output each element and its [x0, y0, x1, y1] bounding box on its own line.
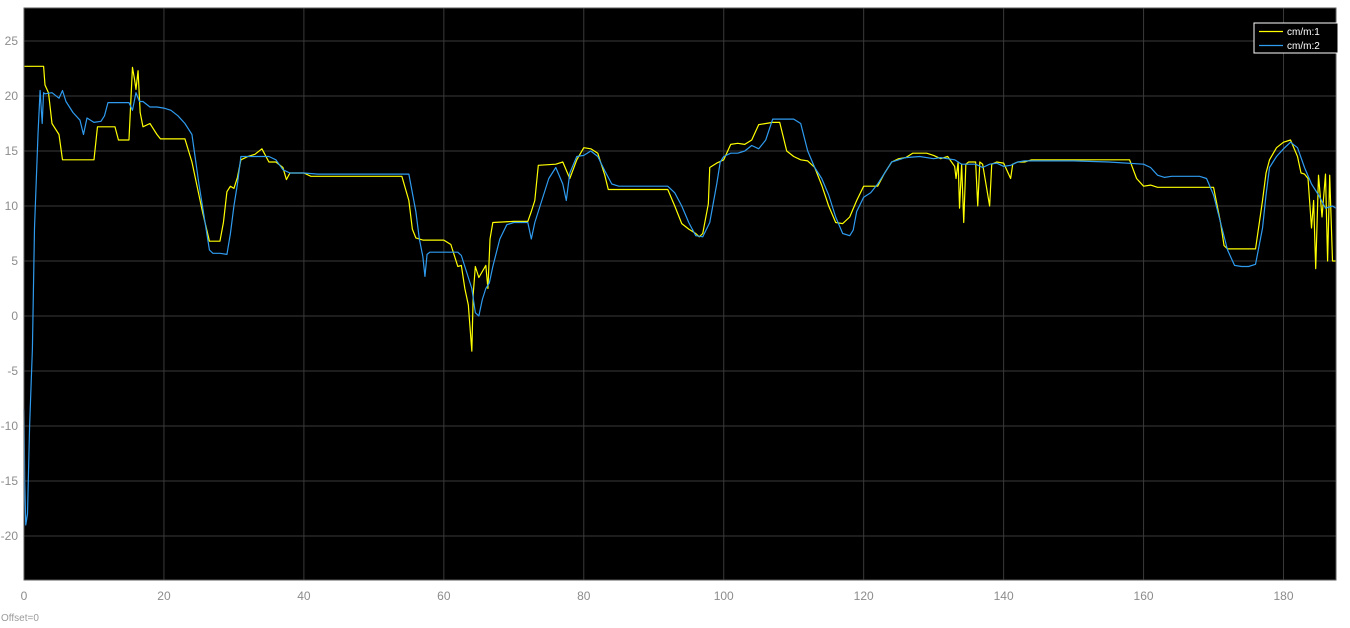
y-tick-label: -20	[1, 529, 19, 543]
legend-label-cm-m-1: cm/m:1	[1287, 27, 1320, 38]
legend[interactable]: cm/m:1 cm/m:2	[1253, 22, 1339, 54]
y-tick-label: 20	[5, 89, 19, 103]
x-tick-label: 140	[994, 589, 1014, 603]
y-tick-label: 10	[5, 199, 19, 213]
legend-label-cm-m-2: cm/m:2	[1287, 41, 1320, 52]
series-line-1	[24, 65, 1336, 352]
x-axis-tick-labels: 0 20 40 60 80 100 120 140 160 180	[21, 589, 1294, 603]
series-layer	[23, 65, 1337, 526]
x-tick-label: 80	[577, 589, 591, 603]
series-line-2	[23, 89, 1337, 526]
x-tick-label: 160	[1134, 589, 1154, 603]
y-tick-label: 15	[5, 144, 19, 158]
x-tick-label: 60	[437, 589, 451, 603]
y-tick-label: -10	[1, 419, 19, 433]
legend-box	[1253, 22, 1339, 54]
y-axis-tick-labels: 25 20 15 10 5 0 -5 -10 -15 -20	[1, 34, 19, 543]
x-tick-label: 0	[21, 589, 28, 603]
y-tick-label: -5	[7, 364, 18, 378]
x-tick-label: 180	[1274, 589, 1294, 603]
x-tick-label: 40	[297, 589, 311, 603]
offset-status-text: Offset=0	[1, 613, 39, 624]
y-tick-label: 5	[11, 254, 18, 268]
plot-frame	[23, 7, 1337, 581]
plot-area	[24, 8, 1336, 580]
y-tick-label: 0	[11, 309, 18, 323]
y-tick-label: 25	[5, 34, 19, 48]
x-tick-label: 120	[854, 589, 874, 603]
y-tick-label: -15	[1, 474, 19, 488]
x-tick-label: 20	[157, 589, 171, 603]
x-tick-label: 100	[714, 589, 734, 603]
